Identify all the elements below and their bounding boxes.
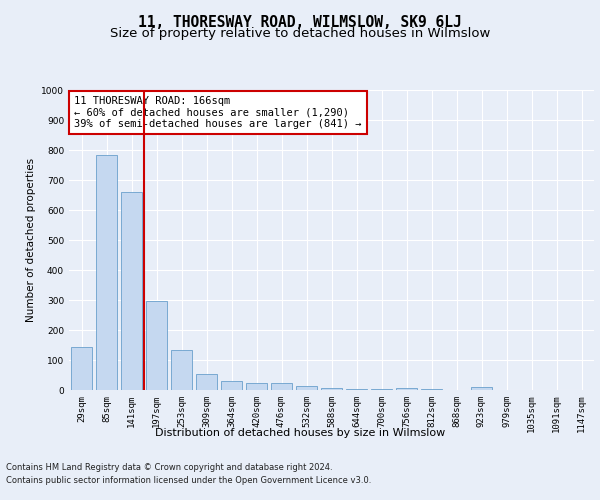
Bar (421, 388, 442, 390)
Bar (171, 350, 192, 390)
Bar (196, 374, 217, 390)
Text: Size of property relative to detached houses in Wilmslow: Size of property relative to detached ho… (110, 28, 490, 40)
Bar (321, 388, 342, 390)
Bar (121, 192, 142, 390)
Text: 11 THORESWAY ROAD: 166sqm
← 60% of detached houses are smaller (1,290)
39% of se: 11 THORESWAY ROAD: 166sqm ← 60% of detac… (74, 96, 362, 129)
Bar (221, 381, 242, 390)
Bar (71, 347, 92, 390)
Bar (471, 387, 492, 390)
Text: 11, THORESWAY ROAD, WILMSLOW, SK9 6LJ: 11, THORESWAY ROAD, WILMSLOW, SK9 6LJ (138, 15, 462, 30)
Text: Contains HM Land Registry data © Crown copyright and database right 2024.: Contains HM Land Registry data © Crown c… (6, 462, 332, 471)
Bar (246, 384, 267, 390)
Bar (346, 388, 367, 390)
Text: Distribution of detached houses by size in Wilmslow: Distribution of detached houses by size … (155, 428, 445, 438)
Bar (396, 388, 417, 390)
Bar (271, 384, 292, 390)
Text: Contains public sector information licensed under the Open Government Licence v3: Contains public sector information licen… (6, 476, 371, 485)
Bar (371, 388, 392, 390)
Y-axis label: Number of detached properties: Number of detached properties (26, 158, 35, 322)
Bar (146, 301, 167, 390)
Bar (96, 155, 117, 390)
Bar (296, 386, 317, 390)
